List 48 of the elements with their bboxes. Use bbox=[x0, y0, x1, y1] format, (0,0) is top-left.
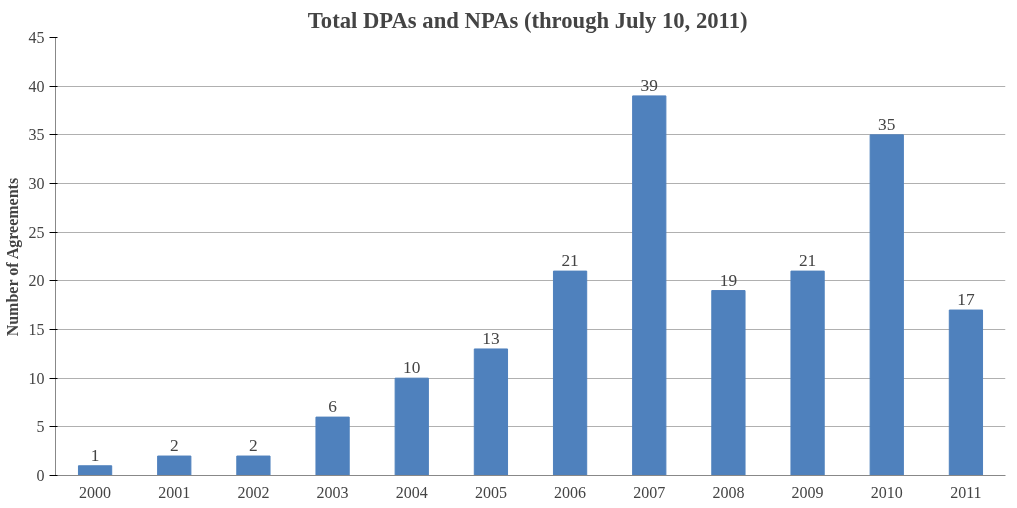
y-tick-label: 25 bbox=[28, 223, 45, 241]
data-label: 6 bbox=[328, 397, 338, 417]
x-tick-label: 2008 bbox=[712, 483, 745, 501]
data-label: 21 bbox=[798, 251, 817, 271]
y-tick-label: 20 bbox=[28, 272, 45, 290]
bar bbox=[552, 270, 588, 476]
y-tick-label: 15 bbox=[28, 321, 45, 338]
y-tick-label: 45 bbox=[28, 29, 45, 46]
data-label: 17 bbox=[957, 290, 975, 310]
bar bbox=[77, 465, 113, 476]
x-tick-label: 2007 bbox=[633, 483, 666, 501]
x-tick-label: 2010 bbox=[870, 483, 903, 501]
y-tick-label: 35 bbox=[28, 126, 45, 144]
y-tick-label: 40 bbox=[28, 77, 45, 95]
data-label: 13 bbox=[482, 328, 500, 348]
x-tick-label: 2001 bbox=[158, 483, 191, 501]
bar bbox=[948, 309, 984, 476]
bar bbox=[394, 377, 429, 476]
data-label: 21 bbox=[561, 251, 579, 271]
x-tick-label: 2011 bbox=[950, 483, 982, 501]
chart-title: Total DPAs and NPAs (through July 10, 2011) bbox=[307, 7, 748, 33]
y-tick-label: 0 bbox=[36, 467, 45, 484]
bar bbox=[711, 290, 746, 476]
bar bbox=[790, 270, 825, 476]
bar bbox=[632, 95, 667, 476]
data-label: 1 bbox=[90, 445, 100, 465]
bar bbox=[157, 455, 192, 476]
x-tick-label: 2004 bbox=[395, 483, 428, 501]
data-label: 10 bbox=[403, 358, 421, 378]
y-tick-label: 5 bbox=[36, 418, 45, 436]
x-tick-label: 2009 bbox=[791, 483, 824, 501]
bar bbox=[315, 416, 350, 476]
x-tick-label: 2005 bbox=[474, 483, 507, 501]
y-tick-label: 10 bbox=[28, 369, 45, 387]
data-label: 2 bbox=[249, 436, 258, 456]
bar bbox=[236, 455, 271, 476]
x-tick-label: 2003 bbox=[316, 483, 349, 501]
y-tick-label: 30 bbox=[28, 175, 45, 192]
bar bbox=[473, 348, 509, 476]
data-label: 19 bbox=[719, 270, 738, 290]
data-label: 39 bbox=[640, 75, 658, 95]
data-label: 2 bbox=[169, 436, 179, 456]
x-tick-label: 2000 bbox=[79, 483, 112, 501]
y-axis-title: Number of Agreements bbox=[3, 177, 22, 337]
x-tick-label: 2006 bbox=[554, 483, 587, 501]
data-label: 35 bbox=[878, 114, 896, 134]
bar bbox=[869, 134, 904, 476]
x-tick-label: 2002 bbox=[237, 483, 270, 501]
